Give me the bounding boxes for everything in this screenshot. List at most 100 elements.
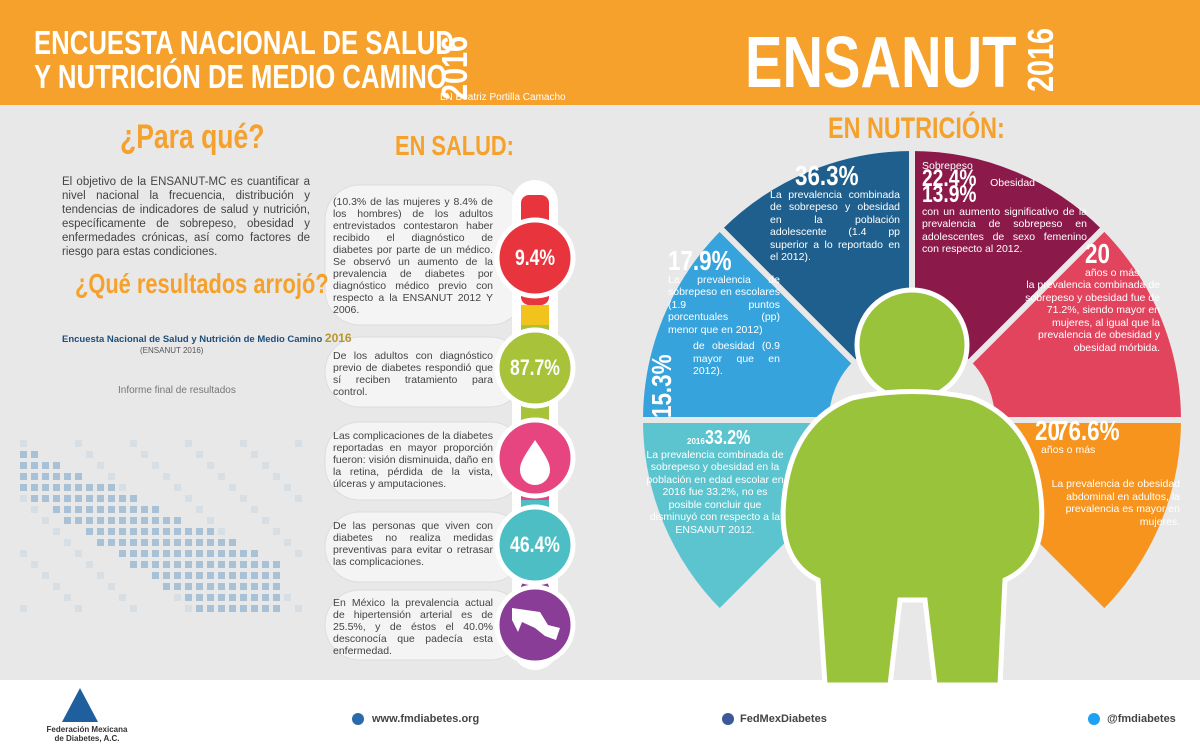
org-logo <box>62 688 98 722</box>
map-dot <box>75 440 82 447</box>
salud-text: De los adultos con diagnóstico previo de… <box>333 350 493 398</box>
map-dot <box>229 561 236 568</box>
ring-segment <box>636 223 860 423</box>
map-dot <box>273 605 280 612</box>
map-dot <box>240 495 247 502</box>
label: Obesidad <box>990 176 1036 189</box>
map-dot <box>251 605 258 612</box>
report-short: (ENSANUT 2016) <box>140 346 204 355</box>
map-dot <box>152 528 159 535</box>
map-dot <box>196 572 203 579</box>
map-dot <box>207 605 214 612</box>
map-dot <box>174 539 181 546</box>
map-dot <box>75 605 82 612</box>
map-dot <box>262 561 269 568</box>
map-dot <box>141 506 148 513</box>
figure: 76.6% <box>1056 415 1120 446</box>
map-dot <box>108 539 115 546</box>
segment-text: 2076.6% años o más La prevalencia de obesi… <box>1035 415 1180 528</box>
salud-text: En México la prevalencia actual de hiper… <box>333 597 493 657</box>
map-dot <box>185 440 192 447</box>
map-dot <box>20 462 27 469</box>
map-dot <box>42 473 49 480</box>
drop-icon <box>520 440 550 485</box>
map-dot <box>97 495 104 502</box>
map-dot <box>119 550 126 557</box>
map-dot <box>163 561 170 568</box>
salud-text: De las personas que viven con diabetes n… <box>333 520 493 568</box>
map-dot <box>207 462 214 469</box>
intro-heading: ¿Para qué? <box>120 118 265 156</box>
map-dot <box>262 594 269 601</box>
map-dot <box>284 539 291 546</box>
ring-segment <box>964 223 1188 423</box>
map-dot <box>229 605 236 612</box>
map-dot <box>251 583 258 590</box>
map-dot <box>152 517 159 524</box>
map-dot <box>75 506 82 513</box>
map-dot <box>75 484 82 491</box>
map-dot <box>273 528 280 535</box>
text: La prevalencia de sobrepeso en escolares… <box>668 273 780 336</box>
intro-text: El objetivo de la ENSANUT-MC es cuantifi… <box>62 176 310 258</box>
text: de obesidad (0.9 mayor que en 2012). <box>693 340 780 377</box>
map-dot <box>251 550 258 557</box>
text: La prevalencia combinada de sobrepeso y … <box>770 188 900 264</box>
map-dot <box>119 495 126 502</box>
age: 20 <box>1085 238 1110 269</box>
map-dot <box>42 572 49 579</box>
footer-icon <box>352 713 364 725</box>
map-dot <box>229 583 236 590</box>
map-dot <box>207 583 214 590</box>
map-dot <box>64 473 71 480</box>
segment-text: 201633.2% La prevalencia combinada de sob… <box>645 427 785 536</box>
map-dot <box>130 561 137 568</box>
map-dot <box>295 605 302 612</box>
map-dot <box>53 495 60 502</box>
map-dot <box>273 594 280 601</box>
map-dot <box>97 462 104 469</box>
map-dot <box>218 561 225 568</box>
map-dot <box>86 506 93 513</box>
badge: 9.4% <box>514 245 556 270</box>
map-dot <box>262 605 269 612</box>
map-dot <box>207 539 214 546</box>
map-dot <box>218 539 225 546</box>
figure: 36.3% <box>795 160 859 191</box>
map-dot <box>185 528 192 535</box>
map-dot <box>174 594 181 601</box>
map-dot <box>207 572 214 579</box>
map-dot <box>229 572 236 579</box>
map-dot <box>130 528 137 535</box>
map-dot <box>53 473 60 480</box>
map-dot <box>174 484 181 491</box>
map-dot <box>31 561 38 568</box>
map-dot <box>152 572 159 579</box>
map-dot <box>119 528 126 535</box>
map-dot <box>20 495 27 502</box>
map-dot <box>141 517 148 524</box>
title-line: Y NUTRICIÓN DE MEDIO CAMINO <box>34 58 447 95</box>
year: 2016 <box>687 437 705 446</box>
badge: 87.7% <box>510 355 560 380</box>
brand-year: 2016 <box>1020 27 1061 92</box>
map-dot <box>141 528 148 535</box>
map-dot <box>31 451 38 458</box>
map-dot <box>163 583 170 590</box>
map-dot <box>174 517 181 524</box>
facebook: FedMexDiabetes <box>740 713 827 725</box>
map-dot <box>185 572 192 579</box>
figure-body <box>780 389 1045 688</box>
map-dot <box>295 550 302 557</box>
map-dot <box>185 550 192 557</box>
figure: 33.2% <box>704 427 751 449</box>
salud-text: Las complicaciones de la diabetes report… <box>333 430 493 490</box>
map-dot <box>273 583 280 590</box>
map-dot <box>53 484 60 491</box>
map-dot <box>273 473 280 480</box>
map-dot <box>295 440 302 447</box>
map-dot <box>75 550 82 557</box>
map-dot <box>163 572 170 579</box>
map-dot <box>75 495 82 502</box>
salud-heading: EN SALUD: <box>395 130 514 161</box>
